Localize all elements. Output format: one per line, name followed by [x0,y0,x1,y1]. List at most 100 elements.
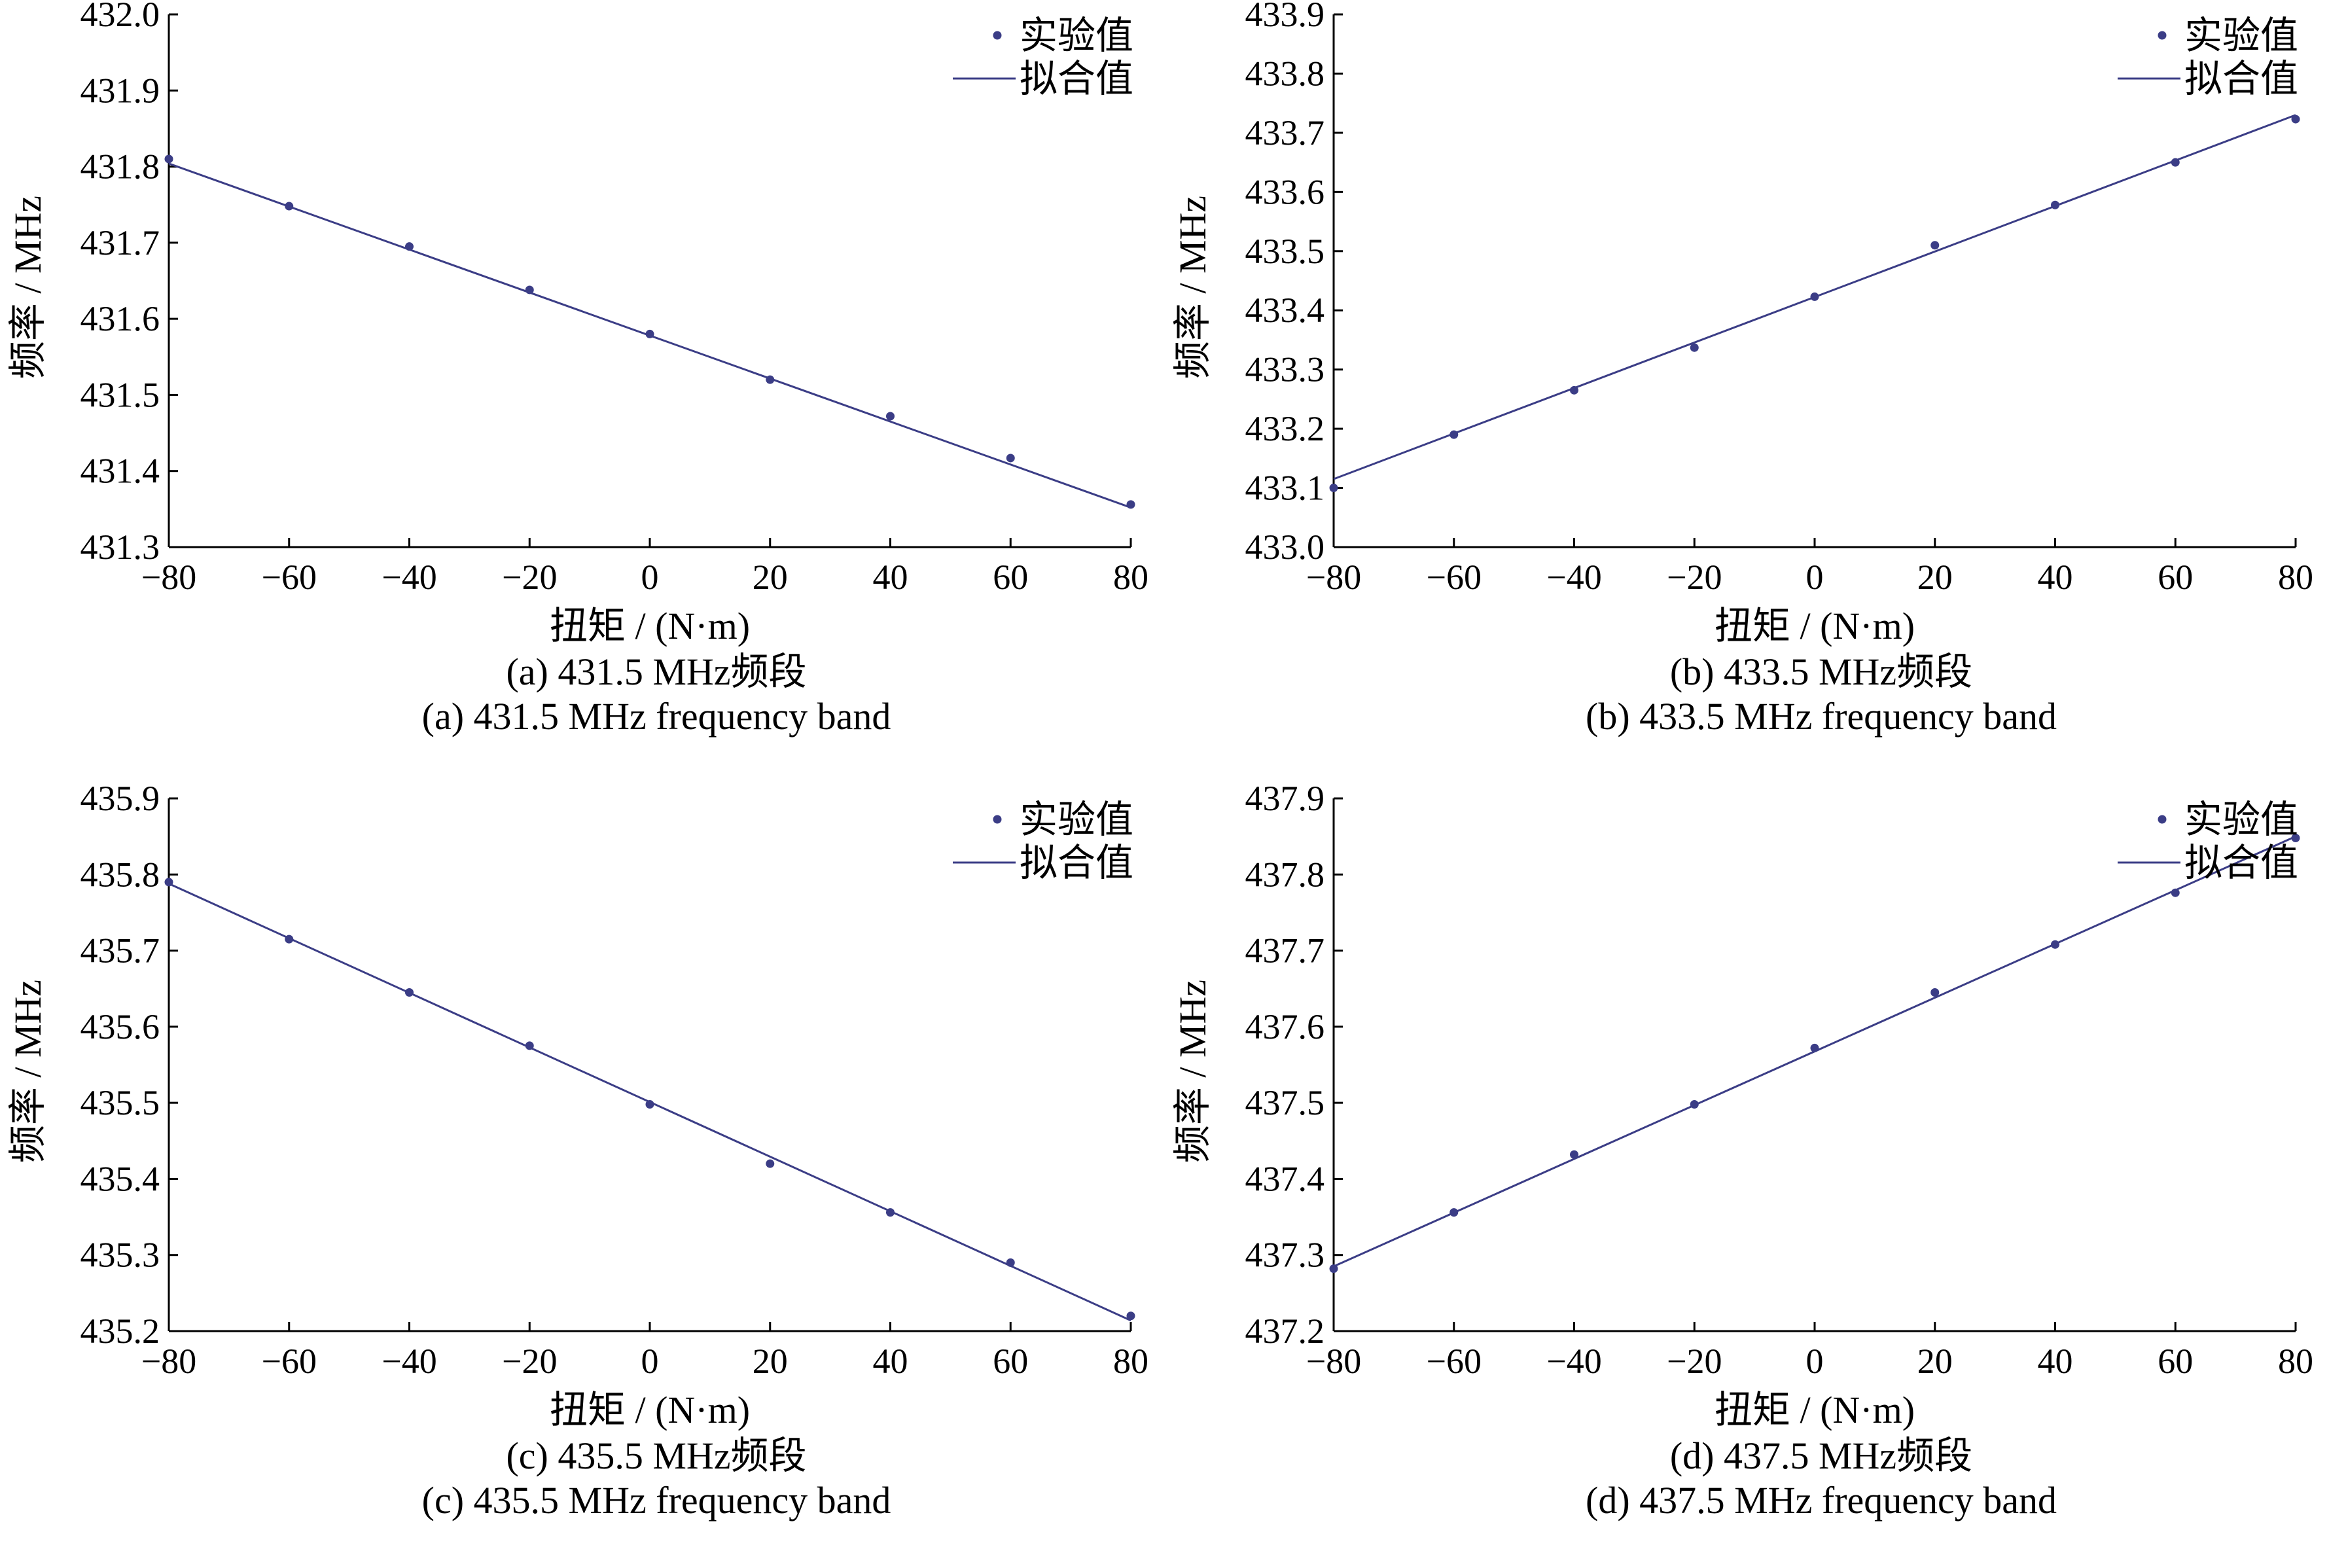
legend-points-label: 实验值 [2184,14,2298,57]
x-tick-label: 20 [753,558,788,597]
chart-svg-b: 433.0 433.1 433.2 433.3 433.4 433.5 433.6 433.7… [1171,0,2313,738]
data-point [1690,343,1699,352]
data-point [1006,454,1015,463]
legend-points-marker [993,815,1002,824]
y-tick-label: 435.9 [80,779,160,818]
x-tick-label: −20 [1667,1342,1722,1381]
x-axis-title: 扭矩 / (N·m) [550,1389,750,1431]
legend-points-label: 实验值 [1020,798,1133,841]
data-point [1810,1043,1819,1052]
y-tick-label: 433.1 [1245,469,1325,508]
y-tick-label: 433.7 [1245,113,1325,152]
legend-fit-label: 拟合值 [1020,842,1133,884]
data-point [2291,115,2300,124]
y-tick-label: 433.9 [1245,0,1325,34]
data-point [1329,1264,1338,1274]
x-tick-label: 40 [873,1342,908,1381]
data-point [285,202,294,211]
legend-fit-label: 拟合值 [1020,58,1133,100]
x-tick-label: 60 [2158,558,2193,597]
data-point [1449,1208,1459,1217]
data-point [1449,430,1459,439]
data-point [1006,1258,1015,1267]
x-axis-title: 扭矩 / (N·m) [1715,1389,1915,1431]
legend-points-label: 实验值 [2184,798,2298,841]
data-point [1570,385,1578,395]
caption-cn: (c) 435.5 MHz频段 [506,1434,806,1477]
y-tick-label: 431.7 [80,223,160,262]
data-point [1690,1099,1699,1109]
data-point [1570,1150,1578,1159]
y-tick-label: 437.7 [1245,931,1325,971]
data-point [1329,484,1338,493]
x-tick-label: 40 [2038,558,2073,597]
y-tick-label: 431.4 [80,452,160,491]
data-point [525,285,534,294]
y-tick-label: 437.6 [1245,1007,1325,1046]
x-tick-label: −60 [1427,558,1482,597]
data-point [1126,1311,1135,1321]
chart-svg-a: 431.3 431.4 431.5 431.6 431.7 431.8 431.9 432.0… [7,0,1148,738]
data-point [405,988,414,997]
y-tick-label: 433.3 [1245,350,1325,389]
legend-fit-label: 拟合值 [2184,58,2298,100]
x-tick-label: −20 [502,558,557,597]
data-point [2051,940,2059,949]
data-point [164,878,173,887]
x-tick-label: 20 [1917,1342,1953,1381]
y-tick-label: 433.6 [1245,172,1325,211]
y-tick-label: 437.4 [1245,1159,1325,1198]
x-tick-label: −80 [141,1342,196,1381]
y-tick-label: 437.8 [1245,855,1325,894]
chart-svg-c: 435.2 435.3 435.4 435.5 435.6 435.7 435.8 435.9… [7,779,1148,1522]
data-point [1930,988,1940,997]
x-tick-label: 0 [1806,558,1824,597]
caption-cn: (d) 437.5 MHz频段 [1670,1434,1972,1477]
data-point [1126,500,1135,509]
caption-cn: (a) 431.5 MHz频段 [506,650,806,693]
x-tick-label: 60 [2158,1342,2193,1381]
x-tick-label: −40 [1546,558,1601,597]
y-tick-label: 435.3 [80,1236,160,1275]
y-tick-label: 437.9 [1245,779,1325,818]
x-tick-label: 60 [993,558,1028,597]
y-tick-label: 435.6 [80,1007,160,1046]
chart-panel-c: 435.2 435.3 435.4 435.5 435.6 435.7 435.8 435.9… [0,779,1164,1568]
x-tick-label: −40 [382,558,436,597]
y-axis-title: 频率 / MHz [7,196,49,379]
data-point [2171,158,2180,167]
y-tick-label: 433.5 [1245,232,1325,271]
x-tick-label: 80 [1113,558,1148,597]
y-tick-label: 435.5 [80,1083,160,1122]
data-point [645,329,654,338]
x-tick-label: 80 [2278,558,2313,597]
data-point [886,412,895,421]
data-point [2051,200,2059,209]
y-tick-label: 433.4 [1245,291,1325,330]
data-point [1930,241,1940,250]
x-tick-label: 0 [641,1342,659,1381]
x-tick-label: −60 [262,558,317,597]
legend-points-marker [993,31,1002,40]
y-tick-label: 437.2 [1245,1311,1325,1351]
y-tick-label: 433.0 [1245,527,1325,567]
caption-cn: (b) 433.5 MHz频段 [1670,650,1972,693]
x-tick-label: 40 [873,558,908,597]
x-tick-label: 80 [2278,1342,2313,1381]
x-tick-label: 20 [753,1342,788,1381]
chart-panel-a: 431.3 431.4 431.5 431.6 431.7 431.8 431.9 432.0… [0,0,1164,784]
x-tick-label: 0 [641,558,659,597]
y-tick-label: 431.8 [80,147,160,187]
y-tick-label: 431.9 [80,71,160,110]
y-tick-label: 435.4 [80,1159,160,1198]
data-point [2171,888,2180,897]
y-tick-label: 435.7 [80,931,160,971]
y-axis-title: 频率 / MHz [1171,196,1214,379]
x-tick-label: −80 [1306,558,1361,597]
x-tick-label: −60 [262,1342,317,1381]
x-tick-label: −20 [1667,558,1722,597]
x-tick-label: −80 [1306,1342,1361,1381]
x-tick-label: −60 [1427,1342,1482,1381]
legend-points-marker [2158,31,2167,40]
x-tick-label: −20 [502,1342,557,1381]
